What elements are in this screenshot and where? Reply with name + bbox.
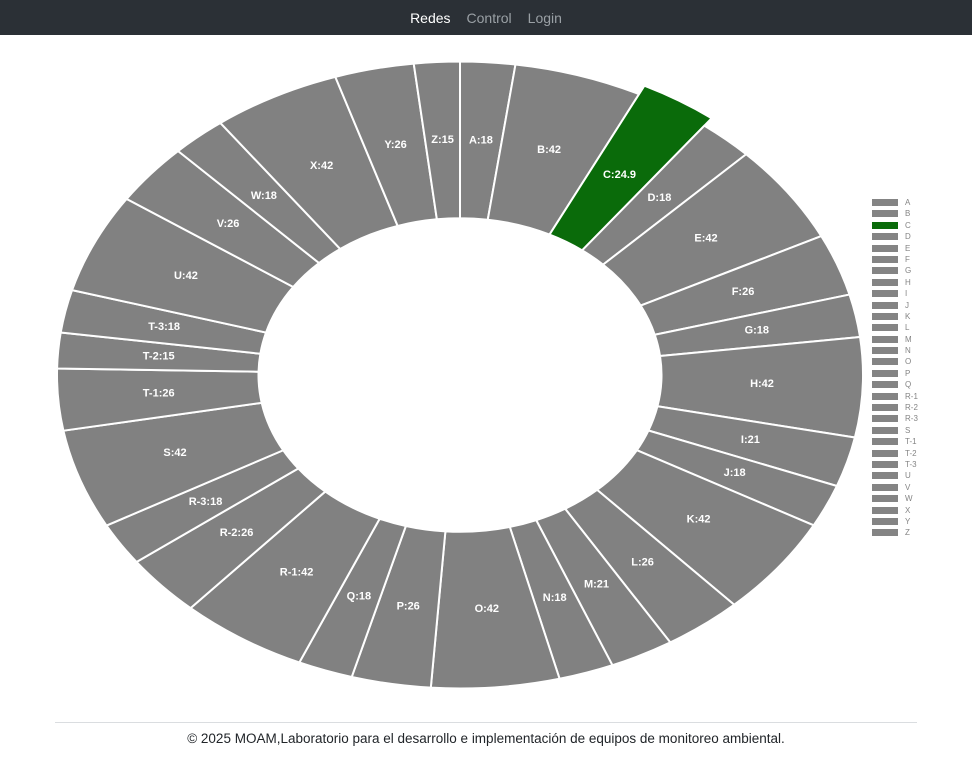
legend-swatch-h — [872, 278, 898, 286]
legend-item-y[interactable]: Y — [872, 516, 918, 526]
legend-label-m: M — [905, 334, 912, 344]
legend-swatch-p — [872, 369, 898, 377]
legend-label-o: O — [905, 357, 912, 367]
legend-item-q[interactable]: Q — [872, 380, 918, 390]
legend-swatch-x — [872, 506, 898, 514]
legend-item-r-2[interactable]: R-2 — [872, 403, 918, 413]
legend-item-d[interactable]: D — [872, 232, 918, 242]
legend-item-t-3[interactable]: T-3 — [872, 459, 918, 469]
legend-item-c[interactable]: C — [872, 220, 918, 230]
legend-swatch-r-2 — [872, 404, 898, 412]
nav-item-control[interactable]: Control — [466, 9, 512, 26]
legend-item-m[interactable]: M — [872, 334, 918, 344]
legend-label-t-2: T-2 — [905, 448, 917, 458]
legend-item-o[interactable]: O — [872, 357, 918, 367]
legend-item-s[interactable]: S — [872, 425, 918, 435]
legend-label-r-2: R-2 — [905, 403, 918, 413]
chart-legend: A B C D E F G H I J K L M N O P Q R-1 R-2 R-3 S T-1 T-2 T-3 U V W X… — [872, 199, 918, 541]
legend-swatch-c — [872, 221, 898, 229]
legend-item-b[interactable]: B — [872, 209, 918, 219]
footer-divider — [55, 722, 917, 723]
legend-item-n[interactable]: N — [872, 346, 918, 356]
legend-label-b: B — [905, 209, 911, 219]
legend-label-e: E — [905, 243, 911, 253]
legend-label-x: X — [905, 505, 911, 515]
legend-swatch-y — [872, 517, 898, 525]
legend-label-y: Y — [905, 516, 911, 526]
legend-swatch-s — [872, 426, 898, 434]
legend-item-e[interactable]: E — [872, 243, 918, 253]
legend-item-f[interactable]: F — [872, 254, 918, 264]
legend-swatch-b — [872, 210, 898, 218]
legend-swatch-e — [872, 244, 898, 252]
legend-item-r-3[interactable]: R-3 — [872, 414, 918, 424]
legend-item-t-1[interactable]: T-1 — [872, 437, 918, 447]
nav-item-login[interactable]: Login — [527, 9, 562, 26]
legend-label-t-1: T-1 — [905, 437, 917, 447]
legend-item-u[interactable]: U — [872, 471, 918, 481]
legend-label-k: K — [905, 311, 911, 321]
legend-swatch-o — [872, 358, 898, 366]
legend-item-p[interactable]: P — [872, 368, 918, 378]
legend-swatch-v — [872, 483, 898, 491]
legend-swatch-r-3 — [872, 415, 898, 423]
legend-item-a[interactable]: A — [872, 198, 918, 207]
legend-label-h: H — [905, 277, 911, 287]
nav-item-redes[interactable]: Redes — [410, 9, 451, 26]
legend-label-s: S — [905, 425, 911, 435]
legend-item-i[interactable]: I — [872, 289, 918, 299]
legend-swatch-a — [872, 199, 898, 206]
legend-item-j[interactable]: J — [872, 300, 918, 310]
legend-swatch-n — [872, 347, 898, 355]
legend-swatch-f — [872, 255, 898, 263]
legend-swatch-g — [872, 267, 898, 275]
legend-swatch-l — [872, 324, 898, 332]
legend-label-w: W — [905, 494, 913, 504]
legend-label-v: V — [905, 482, 911, 492]
legend-label-f: F — [905, 254, 910, 264]
legend-swatch-r-1 — [872, 392, 898, 400]
legend-label-i: I — [905, 289, 908, 299]
legend-swatch-t-1 — [872, 438, 898, 446]
legend-item-z[interactable]: Z — [872, 528, 918, 538]
legend-swatch-i — [872, 290, 898, 298]
legend-label-p: P — [905, 368, 911, 378]
legend-swatch-t-3 — [872, 460, 898, 468]
legend-swatch-q — [872, 381, 898, 389]
chart-slice-z[interactable] — [412, 60, 461, 221]
legend-label-u: U — [905, 471, 911, 481]
legend-item-r-1[interactable]: R-1 — [872, 391, 918, 401]
legend-label-z: Z — [905, 528, 910, 538]
top-navbar: Redes Control Login — [0, 0, 972, 35]
legend-swatch-j — [872, 301, 898, 309]
footer-text: © 2025 MOAM,Laboratorio para el desarrol… — [187, 731, 785, 746]
legend-swatch-d — [872, 233, 898, 241]
legend-item-v[interactable]: V — [872, 482, 918, 492]
legend-item-k[interactable]: K — [872, 311, 918, 321]
legend-swatch-z — [872, 529, 898, 537]
legend-item-l[interactable]: L — [872, 323, 918, 333]
legend-item-h[interactable]: H — [872, 277, 918, 287]
legend-label-q: Q — [905, 380, 912, 390]
legend-label-j: J — [905, 300, 909, 310]
legend-label-r-3: R-3 — [905, 414, 918, 424]
legend-item-w[interactable]: W — [872, 494, 918, 504]
legend-label-r-1: R-1 — [905, 391, 918, 401]
legend-item-x[interactable]: X — [872, 505, 918, 515]
legend-label-g: G — [905, 266, 912, 276]
legend-item-g[interactable]: G — [872, 266, 918, 276]
legend-swatch-t-2 — [872, 449, 898, 457]
legend-label-d: D — [905, 232, 911, 242]
legend-swatch-w — [872, 495, 898, 503]
legend-swatch-k — [872, 312, 898, 320]
legend-label-n: N — [905, 346, 911, 356]
legend-item-t-2[interactable]: T-2 — [872, 448, 918, 458]
legend-label-l: L — [905, 323, 910, 333]
legend-swatch-u — [872, 472, 898, 480]
legend-label-c: C — [905, 220, 911, 230]
legend-label-a: A — [905, 198, 911, 207]
legend-label-t-3: T-3 — [905, 459, 917, 469]
legend-swatch-m — [872, 335, 898, 343]
